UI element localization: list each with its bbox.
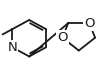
Text: O: O xyxy=(84,17,95,30)
Text: N: N xyxy=(7,41,17,54)
Text: O: O xyxy=(57,31,68,44)
